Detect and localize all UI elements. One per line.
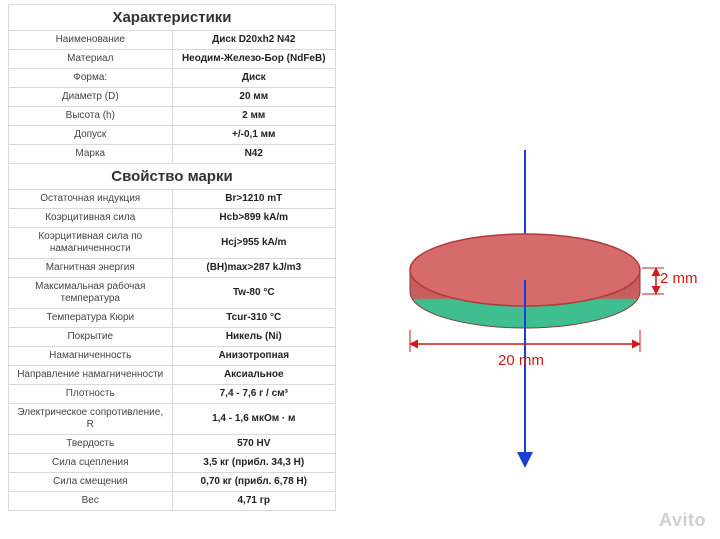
- table-row: МатериалНеодим-Железо-Бор (NdFeB): [9, 50, 336, 69]
- row-label: Материал: [9, 50, 173, 69]
- row-label: Остаточная индукция: [9, 190, 173, 209]
- row-label: Покрытие: [9, 328, 173, 347]
- row-label: Твердость: [9, 435, 173, 454]
- row-value: Никель (Ni): [172, 328, 336, 347]
- row-value: Hcj>955 kA/m: [172, 228, 336, 259]
- row-value: 1,4 - 1,6 мкОм · м: [172, 404, 336, 435]
- row-value: N42: [172, 145, 336, 164]
- table-row: Сила смещения0,70 кг (прибл. 6,78 H): [9, 473, 336, 492]
- table-row: Диаметр (D)20 мм: [9, 88, 336, 107]
- row-label: Намагниченность: [9, 347, 173, 366]
- table-row: Коэрцитивная сила по намагниченностиHcj>…: [9, 228, 336, 259]
- table-row: Сила сцепления3,5 кг (прибл. 34,3 H): [9, 454, 336, 473]
- spec-table: Характеристики НаименованиеДиск D20xh2 N…: [8, 4, 336, 511]
- section-grade-title: Свойство марки: [9, 164, 336, 190]
- row-value: Hcb>899 kA/m: [172, 209, 336, 228]
- table-row: Форма:Диск: [9, 69, 336, 88]
- table-row: Направление намагниченностиАксиальное: [9, 366, 336, 385]
- row-label: Коэрцитивная сила: [9, 209, 173, 228]
- row-value: Tw-80 °C: [172, 278, 336, 309]
- diagram-panel: 2 mm 20 mm: [340, 0, 720, 539]
- row-value: Br>1210 mT: [172, 190, 336, 209]
- row-value: (BH)max>287 kJ/m3: [172, 259, 336, 278]
- row-label: Максимальная рабочая температура: [9, 278, 173, 309]
- row-label: Диаметр (D): [9, 88, 173, 107]
- row-value: 3,5 кг (прибл. 34,3 H): [172, 454, 336, 473]
- table-row: Коэрцитивная силаHcb>899 kA/m: [9, 209, 336, 228]
- row-value: Диск D20xh2 N42: [172, 31, 336, 50]
- row-value: 20 мм: [172, 88, 336, 107]
- table-row: НаименованиеДиск D20xh2 N42: [9, 31, 336, 50]
- table-row: Магнитная энергия(BH)max>287 kJ/m3: [9, 259, 336, 278]
- row-label: Сила сцепления: [9, 454, 173, 473]
- row-value: 7,4 - 7,6 г / см³: [172, 385, 336, 404]
- watermark: Avito: [659, 510, 706, 531]
- row-label: Сила смещения: [9, 473, 173, 492]
- dim-diameter-label: 20 mm: [498, 352, 544, 369]
- row-value: Аксиальное: [172, 366, 336, 385]
- row-label: Форма:: [9, 69, 173, 88]
- table-row: Допуск+/-0,1 мм: [9, 126, 336, 145]
- row-label: Плотность: [9, 385, 173, 404]
- table-row: Температура КюриTcur-310 °C: [9, 309, 336, 328]
- table-row: НамагниченностьАнизотропная: [9, 347, 336, 366]
- table-row: Плотность7,4 - 7,6 г / см³: [9, 385, 336, 404]
- dim-height-label: 2 mm: [660, 270, 698, 287]
- table-row: Электрическое сопротивление, R1,4 - 1,6 …: [9, 404, 336, 435]
- table-row: Вес4,71 гр: [9, 492, 336, 511]
- row-value: 0,70 кг (прибл. 6,78 H): [172, 473, 336, 492]
- table-row: Максимальная рабочая температураTw-80 °C: [9, 278, 336, 309]
- row-value: +/-0,1 мм: [172, 126, 336, 145]
- row-label: Коэрцитивная сила по намагниченности: [9, 228, 173, 259]
- row-label: Наименование: [9, 31, 173, 50]
- row-label: Электрическое сопротивление, R: [9, 404, 173, 435]
- row-value: 570 HV: [172, 435, 336, 454]
- table-row: Высота (h)2 мм: [9, 107, 336, 126]
- row-value: Неодим-Железо-Бор (NdFeB): [172, 50, 336, 69]
- row-label: Температура Кюри: [9, 309, 173, 328]
- table-row: Остаточная индукцияBr>1210 mT: [9, 190, 336, 209]
- row-label: Направление намагниченности: [9, 366, 173, 385]
- table-row: МаркаN42: [9, 145, 336, 164]
- table-row: Твердость570 HV: [9, 435, 336, 454]
- row-value: Tcur-310 °C: [172, 309, 336, 328]
- row-value: Анизотропная: [172, 347, 336, 366]
- row-value: 4,71 гр: [172, 492, 336, 511]
- row-label: Марка: [9, 145, 173, 164]
- row-label: Вес: [9, 492, 173, 511]
- spec-panel: Характеристики НаименованиеДиск D20xh2 N…: [0, 0, 340, 539]
- row-value: 2 мм: [172, 107, 336, 126]
- row-label: Допуск: [9, 126, 173, 145]
- row-label: Магнитная энергия: [9, 259, 173, 278]
- section-characteristics-title: Характеристики: [9, 5, 336, 31]
- table-row: ПокрытиеНикель (Ni): [9, 328, 336, 347]
- row-label: Высота (h): [9, 107, 173, 126]
- row-value: Диск: [172, 69, 336, 88]
